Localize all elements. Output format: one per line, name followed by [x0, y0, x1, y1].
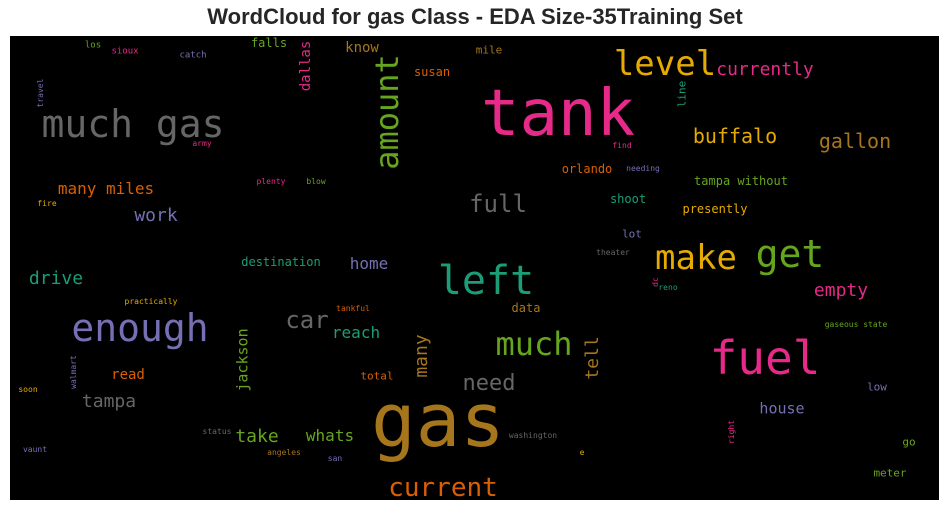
- word-susan: susan: [413, 65, 451, 79]
- word-empty: empty: [813, 280, 869, 301]
- word-tell: tell: [582, 336, 603, 380]
- word-plenty: plenty: [256, 177, 286, 186]
- word-know: know: [345, 40, 379, 56]
- word-status: status: [202, 427, 232, 436]
- word-tankful: tankful: [336, 304, 370, 313]
- word-many: many: [411, 334, 432, 378]
- word-vaunt: vaunt: [22, 445, 48, 454]
- word-work: work: [134, 205, 178, 226]
- word-gas: gas: [371, 378, 505, 464]
- word-fire: fire: [37, 199, 57, 208]
- word-shoot: shoot: [609, 192, 647, 206]
- word-gaseous-state: gaseous state: [824, 320, 888, 329]
- word-needing: needing: [626, 164, 660, 173]
- word-mile: mile: [475, 43, 503, 57]
- word-los: los: [84, 40, 102, 51]
- word-data: data: [511, 301, 541, 315]
- word-soon: soon: [18, 385, 38, 394]
- word-san: san: [327, 454, 343, 463]
- word-full: full: [469, 190, 527, 218]
- word-dallas: dallas: [298, 40, 314, 92]
- word-much-gas: much gas: [41, 102, 225, 146]
- word-house: house: [759, 399, 805, 418]
- word-lot: lot: [622, 227, 642, 241]
- word-low: low: [867, 380, 887, 394]
- word-level: level: [613, 44, 717, 84]
- word-need: need: [462, 371, 516, 396]
- word-reno: reno: [658, 283, 678, 292]
- word-tampa-without: tampa without: [694, 174, 788, 188]
- word-read: read: [111, 367, 145, 383]
- word-total: total: [360, 369, 394, 383]
- word-much: much: [495, 325, 573, 363]
- word-sioux: sioux: [111, 46, 139, 57]
- word-angeles: angeles: [267, 448, 301, 457]
- word-buffalo: buffalo: [692, 124, 778, 148]
- word-catch: catch: [179, 50, 207, 61]
- word-go: go: [902, 435, 916, 449]
- word-e: e: [579, 448, 585, 457]
- word-tampa: tampa: [81, 391, 137, 412]
- word-whats: whats: [305, 426, 355, 445]
- word-destination: destination: [241, 255, 321, 269]
- word-falls: falls: [250, 36, 288, 50]
- word-cloud-canvas: gas tank much gas fuel left enough get make leve…: [10, 36, 939, 500]
- word-make: make: [655, 238, 737, 278]
- word-car: car: [285, 306, 329, 334]
- word-left: left: [437, 258, 535, 304]
- word-home: home: [349, 254, 389, 273]
- word-walmart: walmart: [69, 355, 78, 389]
- word-take: take: [235, 426, 279, 447]
- word-travel: travel: [36, 78, 45, 108]
- word-amount: amount: [368, 54, 406, 170]
- word-reach: reach: [331, 323, 381, 342]
- word-jackson: jackson: [233, 328, 252, 392]
- word-presently: presently: [682, 202, 748, 216]
- word-get: get: [755, 232, 825, 276]
- word-fuel: fuel: [709, 331, 821, 385]
- word-currently: currently: [716, 59, 814, 80]
- word-army: army: [192, 139, 212, 148]
- chart-title: WordCloud for gas Class - EDA Size-35Tra…: [207, 4, 743, 29]
- word-current: current: [388, 473, 498, 500]
- word-theater: theater: [596, 248, 630, 257]
- word-tank: tank: [480, 77, 636, 151]
- word-enough: enough: [71, 306, 209, 350]
- word-line: line: [675, 80, 689, 108]
- word-meter: meter: [873, 466, 907, 480]
- word-drive: drive: [28, 268, 84, 289]
- word-find: find: [612, 141, 632, 150]
- word-practically: practically: [124, 297, 178, 306]
- word-blow: blow: [306, 177, 326, 186]
- word-right: right: [727, 419, 736, 445]
- word-orlando: orlando: [561, 162, 613, 176]
- word-many-miles: many miles: [57, 179, 155, 198]
- word-washington: washington: [508, 431, 558, 440]
- word-gallon: gallon: [818, 129, 892, 153]
